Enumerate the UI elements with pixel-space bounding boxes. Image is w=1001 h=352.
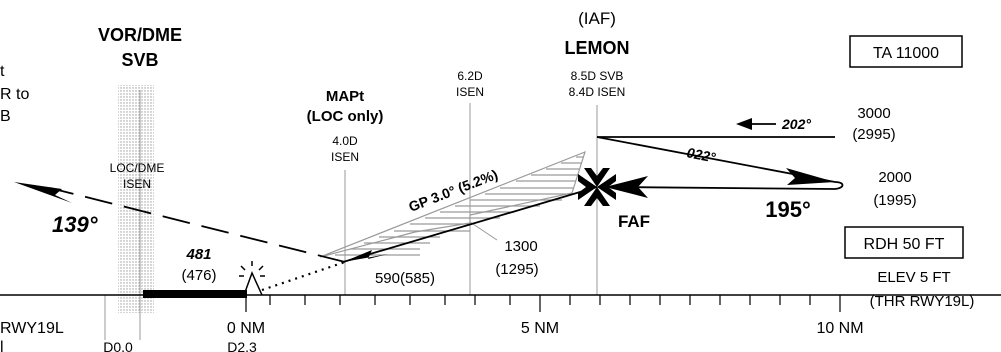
mapt-dist-id: ISEN: [331, 150, 359, 164]
mapt-label: MAPt: [326, 88, 364, 105]
scale-left-partial-2: l: [0, 339, 4, 352]
visual-descent-segment: [261, 260, 346, 292]
inbound-arrowhead: [605, 176, 648, 198]
missed-approach-path: [49, 187, 346, 263]
step-alt-amsl: (1295): [495, 261, 538, 278]
scale-d00: D0.0: [103, 339, 133, 352]
scale-d23: D2.3: [227, 339, 257, 352]
final-approach-path: [342, 186, 598, 263]
rdh-text: RDH 50 FT: [864, 236, 945, 253]
faf-dist-isen: 8.4D ISEN: [569, 85, 626, 99]
obstacle-clearance-wedge: [319, 150, 586, 258]
rdh-box: [844, 226, 964, 259]
final-approach-arrowhead: [343, 250, 388, 262]
left-note-line3: B: [0, 108, 11, 125]
hold-course-arrowhead: [736, 118, 752, 130]
threshold-light-icon: [239, 261, 265, 296]
left-note-line2: R to: [0, 86, 29, 103]
faf-label: FAF: [618, 212, 650, 231]
distance-scale-ticks: [245, 295, 841, 312]
mapt-alt: 481: [185, 246, 211, 263]
ta-text: TA 11000: [873, 45, 939, 62]
ta-box: [849, 35, 963, 68]
step-alt: 1300: [504, 238, 537, 255]
mapt-alt-hat: (476): [181, 267, 216, 284]
inbound-course: 195°: [765, 197, 811, 222]
iaf-label: (IAF): [578, 9, 616, 28]
mda-value: 590(585): [375, 270, 435, 287]
turn-alt: 2000: [878, 169, 911, 186]
left-note-line1: t: [0, 63, 5, 80]
faf-dist-svb: 8.5D SVB: [571, 69, 624, 83]
vor-name: VOR/DME: [98, 25, 182, 45]
faf-fix-name: LEMON: [565, 38, 630, 58]
scale-left-partial: RWY19L: [0, 320, 64, 337]
hold-alt: 3000: [857, 105, 890, 122]
vor-id: SVB: [121, 50, 158, 70]
mapt-label-loc: (LOC only): [307, 108, 384, 125]
mapt-dist-d: 4.0D: [332, 134, 358, 148]
step-dist-id: ISEN: [456, 85, 484, 99]
threshold-text: (THR RWY19L): [870, 293, 975, 310]
outbound-hold-course: 202°: [781, 116, 811, 132]
procedure-turn-curve: [834, 181, 844, 190]
runway-bar: [143, 290, 247, 298]
inbound-leg: [611, 186, 836, 190]
locdme-shaded-column: [118, 85, 154, 313]
turn-alt-amsl: (1995): [873, 192, 916, 209]
step-fix-leader: [469, 221, 498, 241]
locdme-id: ISEN: [123, 177, 151, 191]
scale-zero-nm: 0 NM: [227, 320, 265, 337]
scale-ten-nm: 10 NM: [816, 320, 863, 337]
elev-text: ELEV 5 FT: [877, 269, 950, 286]
outbound-course: 022°: [685, 144, 717, 165]
glidepath-label: GP 3.0° (5.2%): [406, 166, 500, 215]
faf-cross-icon: [578, 168, 616, 206]
scale-five-nm: 5 NM: [521, 320, 559, 337]
hold-alt-amsl: (2995): [852, 126, 895, 143]
locdme-label: LOC/DME: [110, 161, 165, 175]
missed-course: 139°: [52, 212, 98, 237]
outbound-turn-arrowhead: [786, 168, 835, 185]
step-dist-d: 6.2D: [457, 69, 483, 83]
missed-approach-arrowhead: [14, 182, 72, 203]
